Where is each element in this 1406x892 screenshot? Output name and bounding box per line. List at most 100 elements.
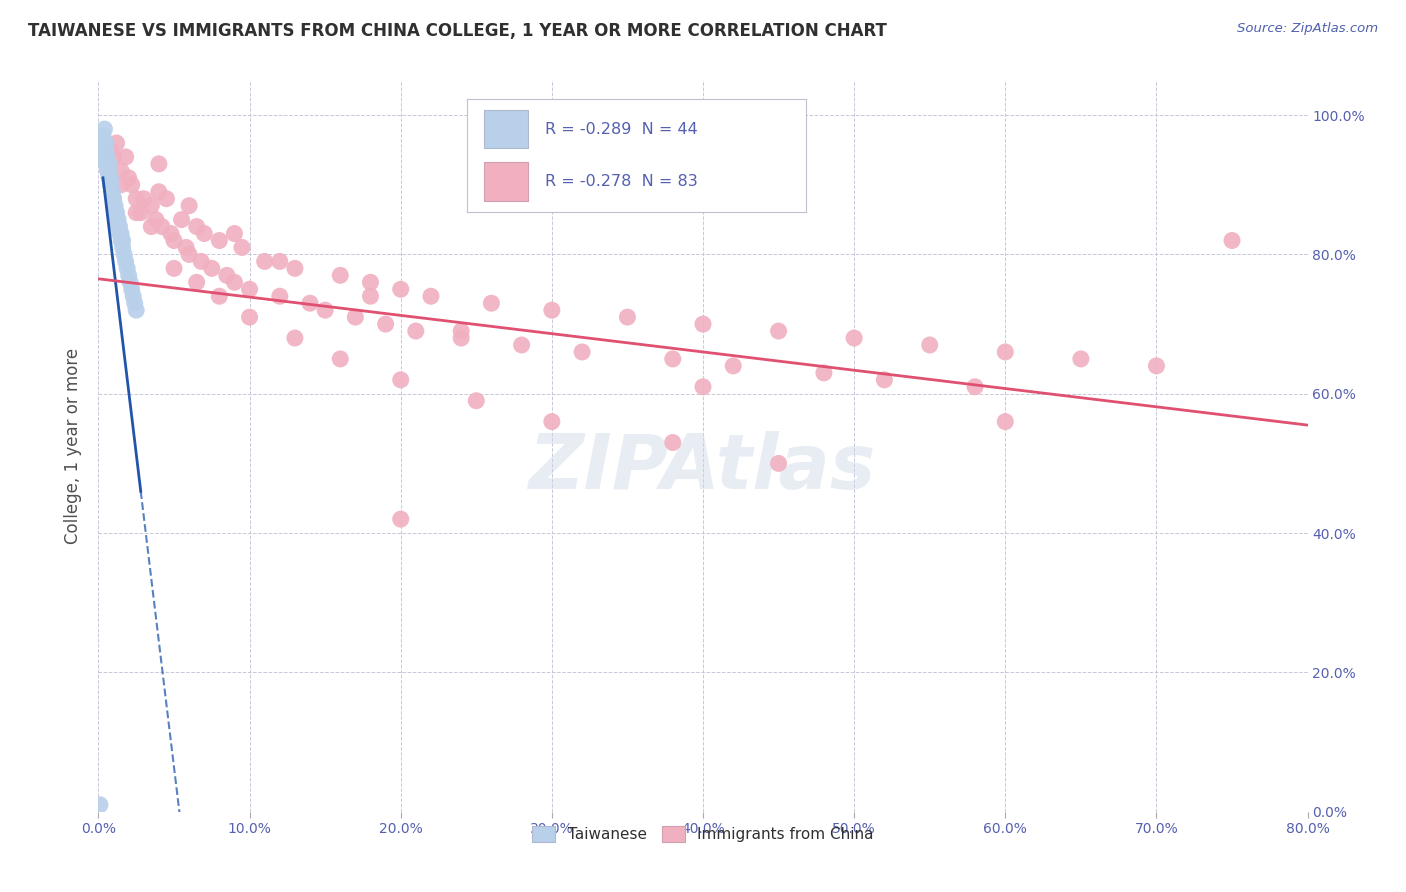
Point [122, 289, 145, 303]
Point [269, 289, 291, 303]
Point [98, 157, 121, 171]
Point [115, 261, 138, 276]
Point [1070, 351, 1092, 366]
Legend: Taiwanese, Immigrants from China: Taiwanese, Immigrants from China [526, 820, 880, 848]
Point [208, 234, 231, 248]
Point [918, 338, 941, 352]
Point [91, 128, 114, 143]
Point [118, 268, 141, 283]
Point [110, 234, 132, 248]
Point [89, 797, 111, 812]
Point [374, 317, 396, 331]
Point [98, 164, 121, 178]
Point [692, 380, 714, 394]
Point [174, 240, 197, 254]
Point [253, 254, 276, 268]
Point [94, 143, 117, 157]
Point [692, 317, 714, 331]
Point [481, 296, 503, 310]
Point [96, 150, 118, 164]
Point [284, 331, 307, 345]
Point [100, 178, 122, 192]
Point [96, 164, 118, 178]
Point [873, 373, 896, 387]
Point [389, 373, 412, 387]
Point [768, 324, 790, 338]
Point [110, 178, 132, 192]
Point [112, 247, 135, 261]
Point [120, 275, 142, 289]
Point [103, 192, 125, 206]
Point [239, 282, 262, 296]
Point [186, 219, 208, 234]
Point [103, 150, 125, 164]
Point [768, 457, 790, 471]
Point [994, 415, 1017, 429]
Point [111, 234, 134, 248]
Point [284, 261, 307, 276]
Point [100, 170, 122, 185]
Point [148, 157, 170, 171]
Point [208, 289, 231, 303]
Point [132, 192, 155, 206]
Point [179, 247, 201, 261]
Point [450, 324, 472, 338]
Point [405, 324, 427, 338]
Point [450, 331, 472, 345]
Point [121, 178, 143, 192]
Point [314, 303, 336, 318]
Point [101, 185, 124, 199]
Point [269, 254, 291, 268]
Point [465, 393, 488, 408]
Point [110, 164, 132, 178]
Point [813, 366, 835, 380]
Point [661, 351, 683, 366]
Point [420, 289, 443, 303]
Point [129, 205, 152, 219]
Point [93, 150, 115, 164]
Point [101, 185, 124, 199]
Point [360, 289, 382, 303]
Point [299, 296, 322, 310]
Point [616, 310, 638, 325]
Point [148, 185, 170, 199]
Point [231, 240, 253, 254]
Point [98, 170, 121, 185]
Text: ZIPAtlas: ZIPAtlas [529, 431, 877, 505]
Point [360, 275, 382, 289]
Point [224, 227, 246, 241]
Point [155, 192, 177, 206]
Point [94, 157, 117, 171]
Point [145, 212, 167, 227]
Point [107, 212, 129, 227]
Point [224, 275, 246, 289]
Point [215, 268, 238, 283]
Point [179, 199, 201, 213]
Point [510, 338, 533, 352]
Point [329, 351, 352, 366]
Point [571, 345, 593, 359]
Point [108, 219, 131, 234]
Text: Source: ZipAtlas.com: Source: ZipAtlas.com [1237, 22, 1378, 36]
Point [844, 331, 866, 345]
Point [125, 192, 148, 206]
Point [118, 170, 141, 185]
Point [125, 205, 148, 219]
Point [114, 254, 136, 268]
Point [186, 275, 208, 289]
Point [329, 268, 352, 283]
Point [108, 227, 131, 241]
Point [965, 380, 987, 394]
Point [111, 240, 134, 254]
Point [163, 234, 186, 248]
Text: TAIWANESE VS IMMIGRANTS FROM CHINA COLLEGE, 1 YEAR OR MORE CORRELATION CHART: TAIWANESE VS IMMIGRANTS FROM CHINA COLLE… [28, 22, 887, 40]
Point [389, 512, 412, 526]
Point [107, 219, 129, 234]
Point [104, 199, 127, 213]
Point [201, 261, 224, 276]
Point [91, 143, 114, 157]
Point [141, 219, 163, 234]
Point [100, 178, 122, 192]
Point [93, 122, 115, 136]
Point [121, 282, 143, 296]
